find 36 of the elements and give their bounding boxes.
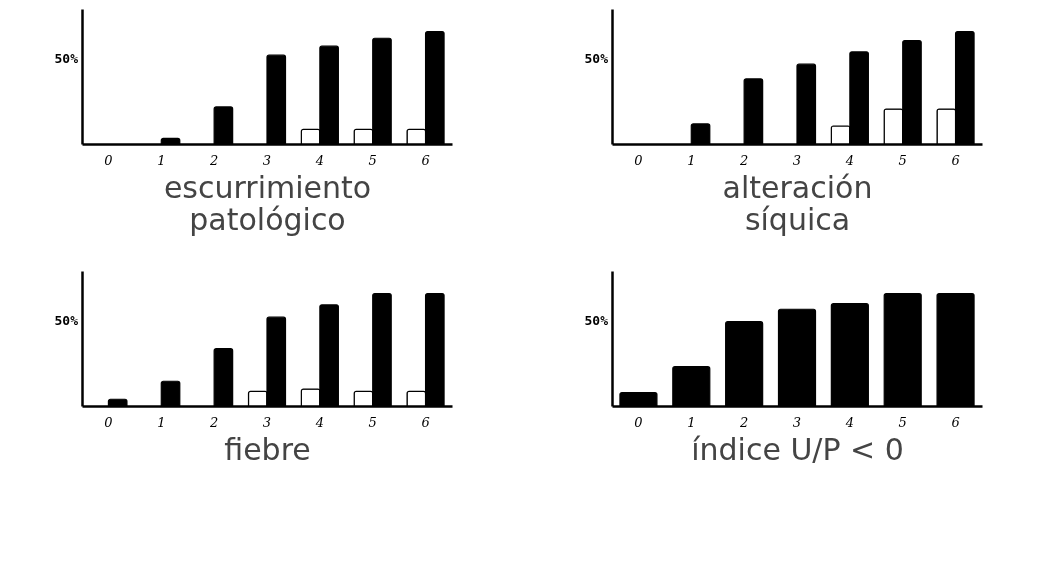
text: 50% — [54, 51, 79, 66]
x-tick-label: 2 — [739, 414, 749, 430]
x-tick-label: 6 — [951, 414, 960, 430]
x-axis-title: índice U/P < 0 — [691, 431, 904, 467]
x-tick-label: 4 — [314, 152, 324, 168]
text: 50% — [584, 51, 609, 66]
x-tick-label: 1 — [157, 414, 166, 430]
x-tick-label: 5 — [368, 414, 377, 430]
x-tick-label: 0 — [634, 152, 643, 168]
x-tick-label: 1 — [687, 414, 696, 430]
x-tick-label: 0 — [104, 414, 113, 430]
x-tick-label: 3 — [262, 152, 272, 168]
x-axis-title: alteración síquica — [722, 169, 873, 237]
x-tick-label: 6 — [421, 152, 430, 168]
x-axis-title: escurrimiento patológico — [163, 169, 372, 237]
x-tick-label: 0 — [634, 414, 643, 430]
text: 50% — [54, 313, 79, 328]
text: 50% — [584, 313, 609, 328]
x-tick-label: 0 — [104, 152, 113, 168]
x-tick-label: 3 — [792, 414, 802, 430]
x-tick-label: 3 — [792, 152, 802, 168]
x-tick-label: 2 — [209, 152, 219, 168]
x-tick-label: 4 — [844, 152, 854, 168]
x-tick-label: 6 — [421, 414, 430, 430]
x-tick-label: 5 — [898, 152, 907, 168]
x-tick-label: 4 — [314, 414, 324, 430]
x-tick-label: 1 — [687, 152, 696, 168]
x-tick-label: 2 — [209, 414, 219, 430]
x-tick-label: 5 — [368, 152, 377, 168]
x-tick-label: 2 — [739, 152, 749, 168]
x-tick-label: 6 — [951, 152, 960, 168]
x-tick-label: 3 — [262, 414, 272, 430]
x-tick-label: 5 — [898, 414, 907, 430]
x-tick-label: 1 — [157, 152, 166, 168]
x-tick-label: 4 — [844, 414, 854, 430]
x-axis-title: fiebre — [224, 431, 311, 467]
